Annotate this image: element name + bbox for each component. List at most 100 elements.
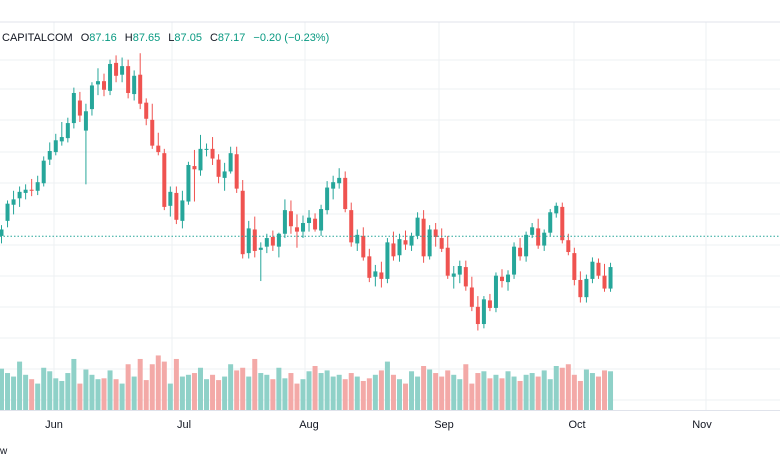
volume-bar xyxy=(475,373,481,410)
volume-bar xyxy=(463,364,469,410)
candle xyxy=(138,53,143,110)
candle xyxy=(71,87,76,129)
volume-bar xyxy=(493,374,499,410)
candle xyxy=(144,98,149,126)
candle xyxy=(258,242,263,282)
candle xyxy=(572,247,577,286)
candle-body xyxy=(174,192,179,220)
candle-body xyxy=(276,233,281,247)
candle-body xyxy=(499,276,504,282)
candle-body xyxy=(481,299,486,325)
candle xyxy=(548,209,553,236)
candle xyxy=(518,238,523,261)
volume-bar xyxy=(445,370,451,410)
legend-close-value: 87.17 xyxy=(217,32,246,44)
candle-body xyxy=(228,153,233,172)
volume-bar xyxy=(469,383,475,410)
candle-body xyxy=(475,306,480,325)
legend-low-value: 87.05 xyxy=(174,32,202,44)
volume-bar xyxy=(306,371,312,410)
candle-body xyxy=(608,267,613,289)
candle-body xyxy=(240,190,245,255)
volume-bar xyxy=(258,373,264,410)
candle-body xyxy=(331,182,336,189)
volume-bar xyxy=(342,379,348,410)
volume-bar xyxy=(191,373,197,410)
x-tick-label: Nov xyxy=(692,419,712,431)
candle xyxy=(204,143,209,157)
candle xyxy=(530,223,535,239)
volume-bar xyxy=(330,376,336,410)
candle xyxy=(108,59,113,96)
volume-bar xyxy=(595,376,601,410)
candle-body xyxy=(403,240,408,245)
volume-bar xyxy=(421,366,427,410)
volume-bar xyxy=(427,369,433,410)
volume-bar xyxy=(197,367,203,410)
volume-bar xyxy=(11,376,17,410)
volume-bar xyxy=(547,379,553,410)
volume-bar xyxy=(59,380,65,410)
volume-bar xyxy=(143,380,149,410)
legend-high-key: H xyxy=(124,32,133,44)
candle-body xyxy=(192,166,197,170)
candle-body xyxy=(144,102,149,119)
legend-source: CAPITALCOM xyxy=(2,32,73,44)
volume-bar xyxy=(17,361,23,410)
candle-body xyxy=(156,145,161,153)
candle xyxy=(102,73,107,97)
candle-body xyxy=(23,189,28,193)
volume-bar xyxy=(499,378,505,410)
candle xyxy=(373,264,378,287)
volume-bar xyxy=(89,374,95,410)
volume-bar xyxy=(577,380,583,410)
candle xyxy=(301,215,305,239)
volume-bar xyxy=(571,374,577,410)
volume-bar xyxy=(487,378,493,410)
candle-body xyxy=(204,148,209,150)
candle-body xyxy=(506,274,511,283)
candle xyxy=(150,103,155,149)
volume-bar xyxy=(433,373,439,410)
legend-close-key: C xyxy=(209,32,218,44)
candle-body xyxy=(108,63,113,91)
legend-high-value: 87.65 xyxy=(132,32,161,44)
volume-bar xyxy=(276,367,282,410)
x-tick-label: Sep xyxy=(434,419,454,431)
candle xyxy=(222,162,227,191)
candle xyxy=(409,232,414,251)
volume-bar xyxy=(318,373,324,410)
candle-body xyxy=(77,100,82,116)
candle-body xyxy=(367,256,372,278)
candle-body xyxy=(180,200,185,221)
volume-bar xyxy=(23,374,29,410)
volume-bar xyxy=(396,379,402,410)
candle-body xyxy=(361,235,366,258)
candle-body xyxy=(373,271,378,277)
volume-bar xyxy=(511,376,517,410)
candle-body xyxy=(258,247,263,250)
candle xyxy=(343,171,348,213)
volume-bar xyxy=(312,366,318,410)
candle-body xyxy=(325,187,330,211)
candle-body xyxy=(288,211,293,227)
candle xyxy=(282,199,287,239)
volume-bar xyxy=(204,379,210,410)
candles xyxy=(0,53,613,331)
candle xyxy=(536,218,541,249)
volume-bar xyxy=(35,383,41,410)
candle xyxy=(156,132,161,156)
volume-bar xyxy=(505,371,511,410)
candle xyxy=(47,142,52,165)
candle xyxy=(361,227,366,261)
volume-bar xyxy=(541,370,547,410)
candle xyxy=(89,82,94,116)
candle xyxy=(397,233,402,262)
candle xyxy=(566,233,571,256)
volume-bar xyxy=(83,369,89,410)
volume-bar xyxy=(0,368,4,410)
volume-bar xyxy=(481,371,487,410)
candle xyxy=(313,213,318,232)
